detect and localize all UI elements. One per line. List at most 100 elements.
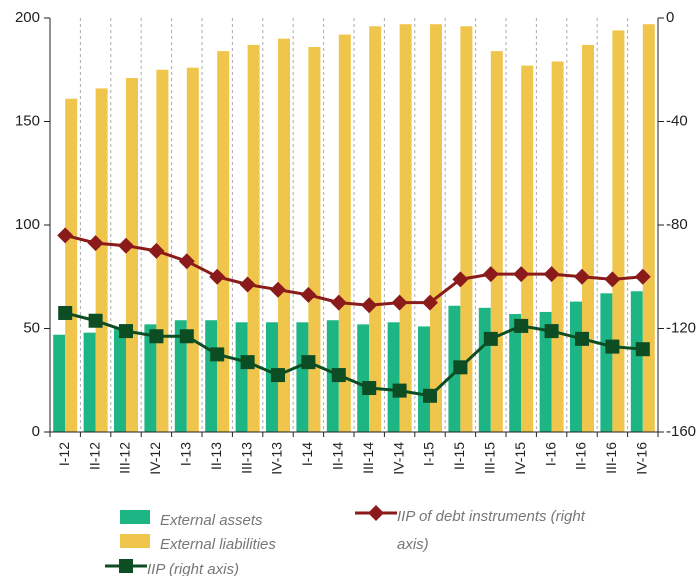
bar bbox=[235, 322, 248, 432]
marker bbox=[604, 271, 621, 288]
legend-label: External assets bbox=[160, 512, 263, 529]
legend-label: IIP (right axis) bbox=[147, 561, 239, 576]
bar bbox=[174, 320, 187, 432]
legend-marker bbox=[119, 559, 133, 573]
y2-tick-label: -40 bbox=[666, 112, 688, 129]
y-tick-label: 50 bbox=[23, 319, 40, 336]
bar bbox=[247, 44, 260, 432]
bar bbox=[369, 26, 382, 433]
bar bbox=[539, 311, 552, 432]
bar bbox=[217, 51, 230, 433]
marker bbox=[239, 276, 256, 293]
legend-label: IIP of debt instruments (right axis) bbox=[397, 508, 585, 553]
bar bbox=[612, 30, 625, 432]
marker bbox=[422, 294, 438, 311]
x-tick-label: II-13 bbox=[208, 442, 224, 470]
bar bbox=[126, 78, 138, 432]
marker bbox=[361, 297, 378, 314]
y2-tick-label: -160 bbox=[666, 423, 696, 440]
bar bbox=[521, 65, 534, 433]
marker bbox=[575, 331, 589, 346]
bar bbox=[144, 324, 157, 432]
bar bbox=[114, 328, 126, 432]
marker bbox=[270, 281, 286, 298]
marker bbox=[605, 339, 620, 354]
x-tick-label: IV-13 bbox=[269, 442, 285, 475]
marker bbox=[300, 286, 317, 303]
x-tick-label: I-16 bbox=[542, 442, 558, 466]
bar bbox=[278, 38, 290, 432]
bar bbox=[53, 334, 66, 432]
marker bbox=[148, 242, 165, 259]
marker bbox=[452, 271, 469, 288]
x-tick-label: III-15 bbox=[482, 442, 498, 474]
marker bbox=[330, 294, 347, 311]
legend-label: External liabilities bbox=[160, 536, 276, 553]
bar bbox=[65, 98, 78, 432]
y-tick-label: 150 bbox=[15, 112, 40, 129]
y-tick-label: 100 bbox=[15, 216, 40, 233]
bar bbox=[399, 24, 412, 433]
y2-tick-label: 0 bbox=[666, 9, 674, 26]
x-tick-label: I-15 bbox=[421, 442, 437, 466]
marker bbox=[543, 266, 560, 283]
marker bbox=[57, 227, 74, 244]
marker bbox=[574, 268, 590, 285]
marker bbox=[483, 331, 498, 346]
x-tick-label: IV-15 bbox=[512, 442, 528, 475]
x-tick-label: II-14 bbox=[330, 442, 346, 470]
x-tick-label: II-16 bbox=[573, 442, 589, 470]
marker bbox=[179, 329, 194, 344]
bar bbox=[418, 326, 430, 432]
marker bbox=[423, 388, 437, 403]
x-tick-label: III-16 bbox=[603, 442, 619, 474]
marker bbox=[635, 342, 650, 357]
bar bbox=[357, 324, 370, 432]
bar bbox=[642, 24, 655, 433]
marker bbox=[301, 355, 316, 370]
marker bbox=[271, 368, 285, 383]
bar bbox=[460, 26, 473, 433]
marker bbox=[634, 268, 651, 285]
marker bbox=[240, 355, 255, 370]
x-tick-label: I-14 bbox=[299, 442, 315, 466]
marker bbox=[178, 253, 195, 270]
marker bbox=[209, 268, 226, 285]
bar bbox=[582, 44, 594, 432]
x-tick-label: II-15 bbox=[451, 442, 467, 470]
bar bbox=[296, 322, 309, 432]
marker bbox=[149, 329, 164, 344]
legend-swatch bbox=[120, 534, 150, 548]
y2-tick-label: -120 bbox=[666, 319, 696, 336]
x-tick-label: I-12 bbox=[56, 442, 72, 466]
x-tick-label: III-13 bbox=[238, 442, 254, 474]
marker bbox=[118, 237, 134, 254]
legend-swatch bbox=[120, 510, 150, 524]
bar bbox=[600, 293, 613, 432]
x-tick-label: III-14 bbox=[360, 442, 376, 474]
bar bbox=[551, 61, 564, 432]
x-tick-label: II-12 bbox=[86, 442, 102, 470]
bar bbox=[338, 34, 351, 433]
bar bbox=[430, 24, 442, 433]
x-tick-label: I-13 bbox=[178, 442, 194, 466]
x-tick-label: IV-12 bbox=[147, 442, 163, 475]
bar bbox=[95, 88, 108, 432]
y-tick-label: 0 bbox=[32, 423, 40, 440]
bar bbox=[509, 314, 522, 432]
y-tick-label: 200 bbox=[15, 9, 40, 26]
marker bbox=[87, 235, 104, 252]
marker bbox=[362, 381, 377, 396]
bar bbox=[308, 46, 321, 432]
bar bbox=[478, 307, 491, 432]
marker bbox=[513, 266, 530, 283]
marker bbox=[331, 368, 346, 383]
x-tick-label: IV-14 bbox=[390, 442, 406, 475]
bar bbox=[570, 301, 582, 432]
marker bbox=[514, 318, 529, 333]
bar bbox=[205, 320, 218, 432]
bar bbox=[387, 322, 400, 432]
bar bbox=[630, 291, 643, 432]
